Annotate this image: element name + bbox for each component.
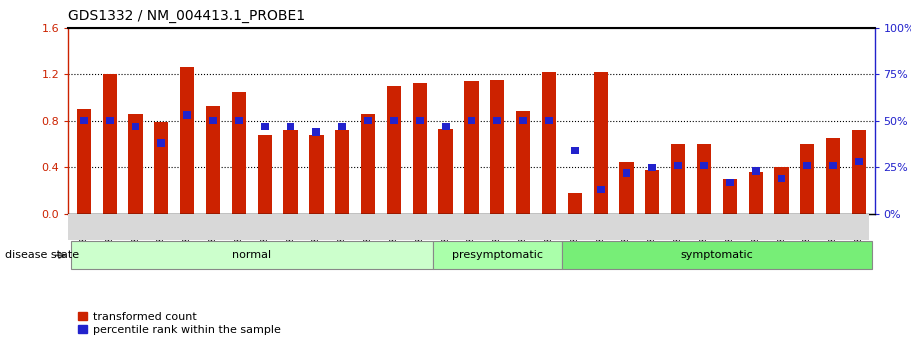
Bar bbox=[597, 186, 605, 194]
Bar bbox=[649, 164, 656, 171]
FancyBboxPatch shape bbox=[68, 214, 869, 240]
Bar bbox=[542, 72, 556, 214]
Bar bbox=[778, 175, 785, 182]
Bar bbox=[364, 117, 372, 125]
Bar bbox=[338, 122, 346, 130]
Bar bbox=[442, 122, 449, 130]
Bar bbox=[804, 162, 812, 169]
Bar bbox=[749, 172, 763, 214]
Bar bbox=[674, 162, 682, 169]
Bar bbox=[415, 117, 424, 125]
Bar bbox=[180, 67, 194, 214]
Bar bbox=[829, 162, 837, 169]
Bar bbox=[494, 117, 501, 125]
FancyBboxPatch shape bbox=[433, 241, 562, 269]
Bar bbox=[438, 129, 453, 214]
Bar bbox=[261, 122, 269, 130]
Bar bbox=[852, 130, 866, 214]
Bar bbox=[855, 158, 863, 166]
Text: symptomatic: symptomatic bbox=[681, 250, 753, 260]
Bar bbox=[335, 130, 349, 214]
Bar bbox=[103, 74, 117, 214]
Legend: transformed count, percentile rank within the sample: transformed count, percentile rank withi… bbox=[74, 307, 285, 339]
Bar bbox=[158, 139, 165, 147]
Bar bbox=[490, 80, 505, 214]
Bar bbox=[231, 92, 246, 214]
Bar bbox=[826, 138, 840, 214]
Bar bbox=[387, 86, 401, 214]
Bar bbox=[77, 109, 91, 214]
Bar bbox=[361, 114, 375, 214]
Text: normal: normal bbox=[232, 250, 271, 260]
Bar bbox=[726, 178, 733, 186]
Bar bbox=[722, 179, 737, 214]
Text: GDS1332 / NM_004413.1_PROBE1: GDS1332 / NM_004413.1_PROBE1 bbox=[68, 9, 305, 23]
Bar bbox=[154, 122, 169, 214]
Bar bbox=[413, 83, 427, 214]
Bar bbox=[131, 122, 139, 130]
Bar bbox=[206, 106, 220, 214]
Bar bbox=[465, 81, 478, 214]
Bar bbox=[210, 117, 217, 125]
FancyBboxPatch shape bbox=[562, 241, 872, 269]
Bar bbox=[390, 117, 398, 125]
Bar bbox=[800, 144, 814, 214]
Bar bbox=[516, 111, 530, 214]
Text: presymptomatic: presymptomatic bbox=[452, 250, 543, 260]
Bar bbox=[774, 167, 789, 214]
Bar bbox=[519, 117, 527, 125]
Bar bbox=[671, 144, 685, 214]
Bar bbox=[619, 161, 633, 214]
Bar bbox=[752, 167, 760, 175]
Bar bbox=[467, 117, 476, 125]
Bar bbox=[312, 128, 321, 136]
Bar bbox=[568, 193, 582, 214]
Bar bbox=[80, 117, 87, 125]
Text: disease state: disease state bbox=[5, 250, 78, 260]
Bar bbox=[622, 169, 630, 177]
Bar bbox=[697, 144, 711, 214]
Bar bbox=[106, 117, 114, 125]
Bar bbox=[183, 111, 191, 119]
Bar bbox=[594, 72, 608, 214]
Bar bbox=[545, 117, 553, 125]
Bar bbox=[128, 114, 143, 214]
Bar bbox=[700, 162, 708, 169]
Bar bbox=[310, 135, 323, 214]
FancyBboxPatch shape bbox=[71, 241, 433, 269]
Bar bbox=[571, 147, 578, 154]
Bar bbox=[645, 170, 660, 214]
Bar bbox=[283, 130, 298, 214]
Bar bbox=[235, 117, 243, 125]
Bar bbox=[287, 122, 294, 130]
Bar bbox=[258, 135, 271, 214]
